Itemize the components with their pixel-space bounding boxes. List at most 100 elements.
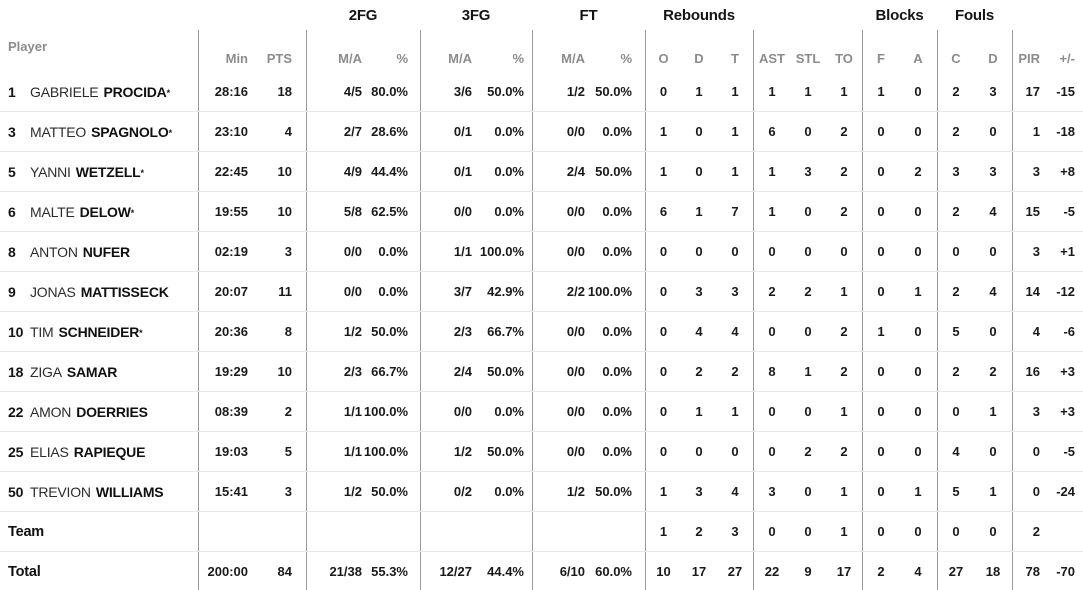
player-last-name: DELOW (79, 203, 131, 220)
cell-min: 19:55 (198, 192, 260, 231)
cell-ft-ma: 0/0 (532, 352, 591, 391)
table-column-header: Player Min PTS M/A % M/A % M/A % O D T A… (0, 30, 1083, 72)
cell-blk-a: 0 (914, 124, 922, 139)
player-number: 3 (8, 123, 16, 140)
cell-ft-ma: 2/2 (532, 272, 591, 311)
cell-2fg-ma: 2/3 (306, 352, 366, 391)
cell-ft-pct: 50.0% (595, 164, 632, 179)
cell-plus-minus (1050, 512, 1083, 551)
cell-foul-d: 0 (989, 244, 997, 259)
col-header-stl: STL (795, 51, 821, 66)
cell-reb-d: 0 (695, 124, 703, 139)
starter-asterisk: * (139, 328, 143, 338)
cell-reb-t: 1 (731, 164, 739, 179)
cell-foul-d: 4 (989, 284, 997, 299)
cell-pts: 3 (284, 484, 292, 499)
cell-blk-a: 4 (914, 564, 922, 579)
cell-min: 02:19 (198, 232, 260, 271)
cell-to: 1 (840, 524, 848, 539)
cell-foul-c: 2 (937, 192, 974, 231)
cell-foul-c: 5 (937, 312, 974, 351)
table-row: 9 JONAS MATTISSECK 20:07 11 0/0 0.0% 3/7 4… (0, 272, 1083, 312)
cell-foul-c: 0 (937, 392, 974, 431)
cell-reb-d: 2 (695, 364, 703, 379)
cell-ast: 0 (753, 392, 790, 431)
cell-2fg-pct: 0.0% (378, 284, 408, 299)
cell-reb-o: 1 (645, 512, 681, 551)
col-header-ast: AST (753, 30, 790, 72)
cell-2fg-ma: 0/0 (306, 232, 366, 271)
player-cell: 3 MATTEO SPAGNOLO * (0, 112, 198, 151)
cell-blk-f: 0 (862, 432, 899, 471)
cell-2fg-ma: 21/38 (306, 552, 366, 590)
cell-pts: 10 (277, 204, 292, 219)
cell-plus-minus: +3 (1060, 404, 1075, 419)
player-number: 50 (8, 483, 24, 500)
cell-reb-d: 2 (695, 524, 703, 539)
cell-ft-pct: 0.0% (602, 204, 632, 219)
cell-ast: 1 (753, 192, 790, 231)
cell-blk-a: 0 (914, 444, 922, 459)
cell-min: 19:03 (198, 432, 260, 471)
cell-plus-minus: -6 (1063, 324, 1075, 339)
cell-reb-o: 1 (645, 112, 681, 151)
cell-reb-o: 10 (645, 552, 681, 590)
cell-ft-ma: 2/4 (532, 152, 591, 191)
player-last-name: Total (8, 563, 41, 580)
cell-reb-t: 4 (731, 324, 739, 339)
cell-ft-ma: 0/0 (532, 312, 591, 351)
cell-reb-t: 1 (731, 404, 739, 419)
cell-reb-t: 2 (731, 364, 739, 379)
cell-blk-f: 0 (862, 192, 899, 231)
cell-reb-t: 7 (731, 204, 739, 219)
cell-pir: 0 (1012, 432, 1050, 471)
cell-reb-t: 1 (731, 124, 739, 139)
cell-foul-d: 18 (985, 564, 1001, 579)
cell-pts: 5 (284, 444, 292, 459)
cell-3fg-pct: 50.0% (487, 84, 524, 99)
cell-plus-minus: -15 (1056, 84, 1075, 99)
cell-pir: 3 (1012, 232, 1050, 271)
cell-pir: 0 (1012, 472, 1050, 511)
cell-foul-d: 0 (989, 444, 997, 459)
player-last-name: PROCIDA (103, 83, 167, 100)
cell-pir: 17 (1012, 72, 1050, 111)
cell-reb-t: 4 (731, 484, 739, 499)
cell-3fg-ma: 3/7 (420, 272, 478, 311)
cell-blk-a: 0 (914, 364, 922, 379)
cell-pts: 2 (284, 404, 292, 419)
col-header-3fg-pct: % (512, 51, 524, 66)
cell-ft-ma: 0/0 (532, 232, 591, 271)
player-first-name: MATTEO (30, 123, 87, 140)
cell-reb-t: 1 (731, 84, 739, 99)
cell-3fg-ma: 1/1 (420, 232, 478, 271)
cell-blk-f: 0 (862, 392, 899, 431)
player-cell: 5 YANNI WETZELL * (0, 152, 198, 191)
cell-blk-a: 0 (914, 404, 922, 419)
cell-to: 17 (836, 564, 852, 579)
cell-pir: 3 (1012, 152, 1050, 191)
cell-blk-f: 0 (862, 272, 899, 311)
cell-ft-pct: 50.0% (595, 84, 632, 99)
cell-reb-o: 0 (645, 312, 681, 351)
cell-pir: 78 (1012, 552, 1050, 590)
cell-pts: 3 (284, 244, 292, 259)
col-header-2fg-pct: % (396, 51, 408, 66)
cell-reb-d: 1 (695, 204, 703, 219)
cell-2fg-pct: 100.0% (363, 444, 408, 459)
player-last-name: Team (8, 523, 45, 540)
cell-foul-d: 0 (989, 124, 997, 139)
cell-ast: 0 (753, 232, 790, 271)
cell-stl: 0 (804, 404, 812, 419)
cell-2fg-ma: 4/5 (306, 72, 366, 111)
cell-3fg-pct: 0.0% (494, 204, 524, 219)
player-first-name: JONAS (30, 283, 76, 300)
cell-stl: 0 (804, 324, 812, 339)
cell-reb-o: 6 (645, 192, 681, 231)
cell-reb-o: 0 (645, 432, 681, 471)
cell-stl: 2 (804, 284, 812, 299)
table-row: Total 200:00 84 21/38 55.3% 12/27 44.4% … (0, 552, 1083, 590)
col-header-2fg-ma: M/A (306, 30, 366, 72)
table-row: 10 TIM SCHNEIDER * 20:36 8 1/2 50.0% 2/3 66… (0, 312, 1083, 352)
player-cell: 18 ZIGA SAMAR (0, 352, 198, 391)
